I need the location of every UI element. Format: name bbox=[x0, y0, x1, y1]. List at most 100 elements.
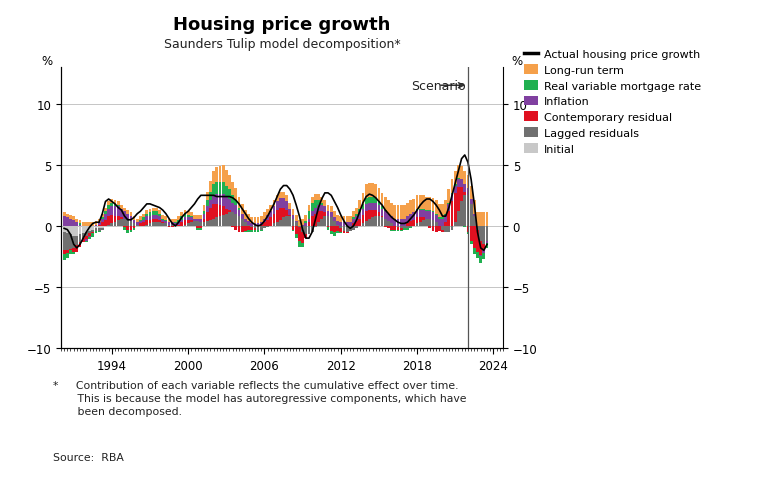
Bar bbox=[365, 204, 367, 212]
Bar bbox=[431, 227, 434, 231]
Bar bbox=[381, 210, 383, 217]
Bar bbox=[222, 166, 225, 182]
Bar bbox=[292, 210, 294, 215]
Bar bbox=[466, 189, 469, 196]
Bar bbox=[304, 215, 307, 222]
Bar bbox=[181, 217, 183, 220]
Bar bbox=[155, 219, 158, 223]
Bar bbox=[431, 198, 434, 212]
Bar bbox=[88, 231, 91, 234]
Bar bbox=[158, 223, 161, 227]
Bar bbox=[381, 207, 383, 210]
Bar bbox=[425, 212, 428, 219]
Text: Source:  RBA: Source: RBA bbox=[53, 453, 124, 463]
Bar bbox=[158, 211, 161, 214]
Text: %: % bbox=[512, 55, 523, 68]
Bar bbox=[247, 225, 250, 227]
Bar bbox=[104, 220, 107, 227]
Bar bbox=[473, 217, 475, 227]
Bar bbox=[393, 219, 396, 227]
Bar bbox=[200, 219, 202, 223]
Bar bbox=[139, 222, 142, 224]
Bar bbox=[110, 207, 114, 215]
Bar bbox=[228, 190, 231, 199]
Text: Saunders Tulip model decomposition*: Saunders Tulip model decomposition* bbox=[164, 38, 400, 51]
Bar bbox=[197, 227, 199, 229]
Bar bbox=[149, 213, 152, 217]
Bar bbox=[146, 225, 148, 227]
Bar bbox=[282, 192, 285, 198]
Bar bbox=[352, 227, 355, 230]
Bar bbox=[244, 223, 247, 227]
Bar bbox=[428, 212, 431, 219]
Bar bbox=[257, 218, 260, 224]
Bar bbox=[85, 227, 88, 232]
Bar bbox=[301, 232, 304, 243]
Bar bbox=[117, 217, 120, 220]
Bar bbox=[263, 223, 266, 227]
Bar bbox=[123, 219, 126, 227]
Bar bbox=[339, 223, 342, 227]
Bar bbox=[371, 211, 374, 218]
Bar bbox=[206, 222, 209, 227]
Bar bbox=[438, 204, 440, 218]
Bar bbox=[349, 217, 352, 223]
Bar bbox=[273, 201, 275, 207]
Bar bbox=[447, 204, 450, 212]
Bar bbox=[457, 187, 459, 212]
Bar bbox=[247, 230, 250, 232]
Bar bbox=[254, 227, 256, 229]
Bar bbox=[107, 206, 110, 210]
Bar bbox=[308, 206, 310, 212]
Bar bbox=[482, 245, 485, 251]
Bar bbox=[101, 214, 104, 218]
Bar bbox=[193, 222, 196, 227]
Bar bbox=[304, 222, 307, 224]
Bar bbox=[171, 223, 174, 225]
Text: Scenario: Scenario bbox=[411, 79, 466, 92]
Bar bbox=[190, 217, 193, 218]
Bar bbox=[292, 215, 294, 219]
Bar bbox=[85, 241, 88, 242]
Bar bbox=[181, 223, 183, 227]
Bar bbox=[301, 227, 304, 232]
Bar bbox=[476, 230, 479, 252]
Bar bbox=[120, 210, 123, 218]
Bar bbox=[238, 208, 241, 211]
Bar bbox=[146, 217, 148, 220]
Bar bbox=[238, 217, 241, 227]
Bar bbox=[327, 227, 329, 230]
Bar bbox=[428, 197, 431, 211]
Bar bbox=[409, 214, 412, 222]
Bar bbox=[235, 189, 237, 201]
Bar bbox=[400, 229, 402, 230]
Bar bbox=[162, 224, 164, 227]
Bar bbox=[473, 227, 475, 248]
Bar bbox=[203, 206, 206, 212]
Bar bbox=[187, 220, 190, 224]
Bar bbox=[371, 218, 374, 227]
Bar bbox=[422, 220, 425, 227]
Bar bbox=[447, 212, 450, 227]
Bar bbox=[279, 220, 282, 227]
Bar bbox=[298, 227, 301, 241]
Bar bbox=[225, 197, 228, 210]
Bar bbox=[365, 198, 367, 204]
Bar bbox=[371, 184, 374, 197]
Bar bbox=[406, 217, 409, 224]
Bar bbox=[384, 211, 386, 212]
Bar bbox=[117, 206, 120, 207]
Bar bbox=[460, 180, 463, 187]
Bar bbox=[114, 201, 117, 204]
Bar bbox=[110, 215, 114, 224]
Bar bbox=[155, 212, 158, 215]
Bar bbox=[206, 192, 209, 201]
Bar bbox=[120, 218, 123, 219]
Bar bbox=[133, 229, 136, 230]
Bar bbox=[289, 215, 291, 217]
Bar bbox=[216, 204, 218, 218]
Bar bbox=[403, 206, 405, 219]
Bar bbox=[75, 246, 78, 252]
Bar bbox=[104, 214, 107, 220]
Bar bbox=[352, 224, 355, 227]
